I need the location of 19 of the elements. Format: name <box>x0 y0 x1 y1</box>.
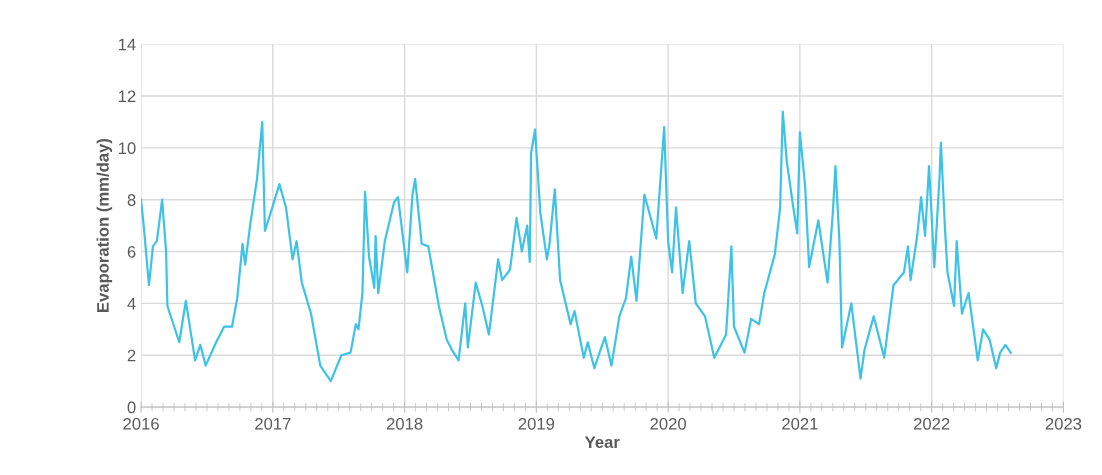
y-tick-label: 8 <box>127 194 136 206</box>
x-tick-label: 2018 <box>386 417 423 430</box>
x-tick-label: 2022 <box>913 417 950 430</box>
x-tick-label: 2021 <box>782 417 818 430</box>
y-tick-label: 12 <box>118 90 136 103</box>
x-tick-label: 2023 <box>1045 417 1082 430</box>
y-tick-label: 2 <box>127 349 136 362</box>
y-tick-label: 0 <box>127 401 136 414</box>
x-tick-label: 2019 <box>518 417 555 430</box>
y-tick-label: 4 <box>127 297 136 310</box>
y-axis-title: Evaporation (mm/day) <box>96 138 113 313</box>
y-tick-label: 14 <box>118 38 136 51</box>
x-tick-label: 2016 <box>123 417 159 430</box>
y-tick-label: 6 <box>127 245 136 258</box>
line-series <box>141 110 1012 383</box>
x-axis-title: Year <box>584 436 620 449</box>
x-tick-label: 2017 <box>255 417 291 430</box>
y-tick-label: 10 <box>118 142 136 155</box>
x-tick-label: 2020 <box>650 417 687 430</box>
